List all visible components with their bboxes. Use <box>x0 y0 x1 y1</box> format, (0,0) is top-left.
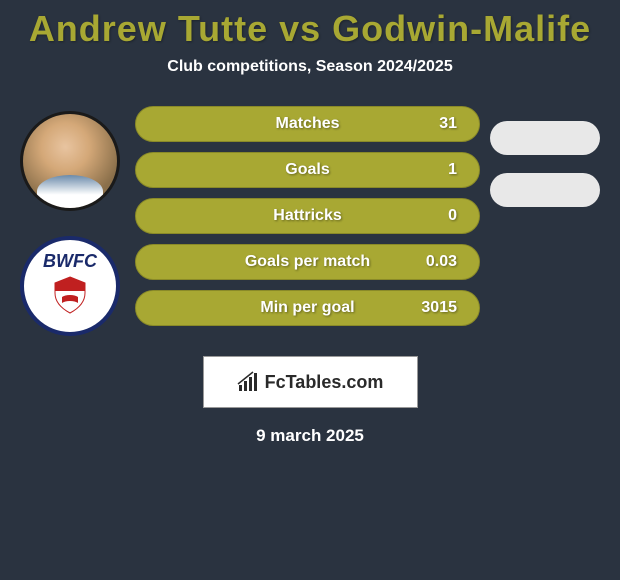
date-text: 9 march 2025 <box>0 426 620 446</box>
brand-box[interactable]: FcTables.com <box>203 356 418 408</box>
main-container: Andrew Tutte vs Godwin-Malife Club compe… <box>0 0 620 454</box>
stat-bar-mpg: Min per goal 3015 <box>135 290 480 326</box>
stat-value: 0.03 <box>426 253 457 271</box>
stat-label: Min per goal <box>260 299 354 317</box>
stat-bar-goals: Goals 1 <box>135 152 480 188</box>
brand-text: FcTables.com <box>265 372 384 393</box>
stat-bar-matches: Matches 31 <box>135 106 480 142</box>
stat-bar-hattricks: Hattricks 0 <box>135 198 480 234</box>
left-column: BWFC <box>10 106 130 336</box>
shield-icon <box>50 275 90 315</box>
stat-value: 31 <box>439 115 457 133</box>
subtitle: Club competitions, Season 2024/2025 <box>0 58 620 76</box>
stat-value: 1 <box>448 161 457 179</box>
stats-column: Matches 31 Goals 1 Hattricks 0 Goals per… <box>130 106 485 336</box>
player-avatar <box>20 111 120 211</box>
badge-text: BWFC <box>40 251 100 272</box>
comparison-pill <box>490 121 600 155</box>
comparison-pill <box>490 173 600 207</box>
stat-bar-gpm: Goals per match 0.03 <box>135 244 480 280</box>
stat-label: Goals per match <box>245 253 370 271</box>
badge-inner: BWFC <box>40 251 100 321</box>
stat-label: Goals <box>285 161 329 179</box>
page-title: Andrew Tutte vs Godwin-Malife <box>0 8 620 50</box>
stat-label: Hattricks <box>273 207 341 225</box>
stat-value: 0 <box>448 207 457 225</box>
stat-value: 3015 <box>421 299 457 317</box>
stat-label: Matches <box>275 115 339 133</box>
club-badge: BWFC <box>20 236 120 336</box>
content-row: BWFC Matches 31 Goals 1 Hattricks <box>0 106 620 336</box>
right-column <box>485 106 610 225</box>
chart-icon <box>237 371 259 393</box>
